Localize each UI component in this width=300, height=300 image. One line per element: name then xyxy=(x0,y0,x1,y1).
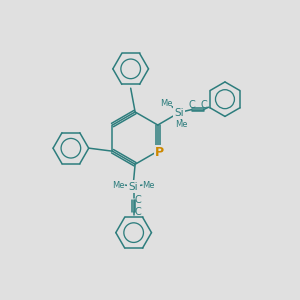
Text: P: P xyxy=(155,146,164,159)
Text: Si: Si xyxy=(129,182,139,192)
Text: Me: Me xyxy=(112,181,125,190)
Text: Me: Me xyxy=(142,181,155,190)
Text: C: C xyxy=(200,100,207,110)
Text: C: C xyxy=(188,100,195,110)
Text: Me: Me xyxy=(175,120,188,129)
Text: Me: Me xyxy=(160,98,173,107)
Text: Si: Si xyxy=(174,108,184,118)
Text: C: C xyxy=(135,195,142,205)
Text: C: C xyxy=(135,207,142,217)
